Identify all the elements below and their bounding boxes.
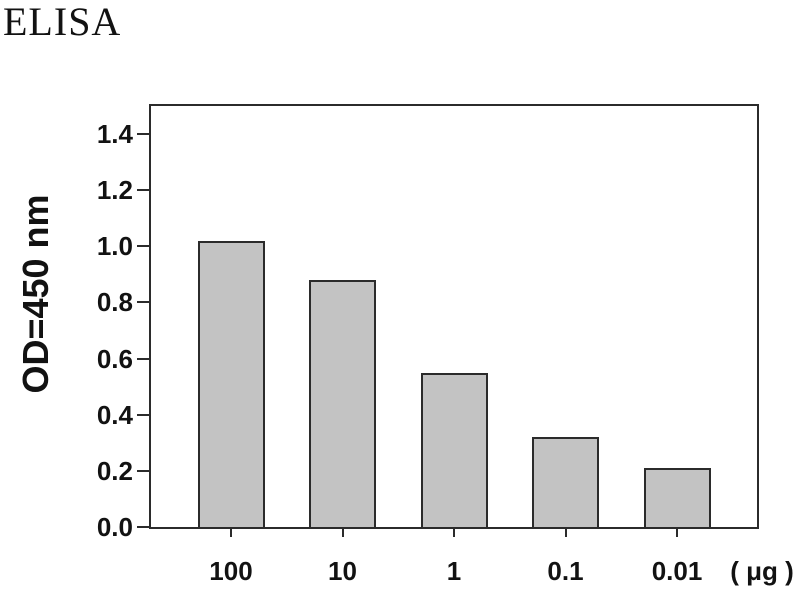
y-axis-title: OD=450 nm bbox=[15, 194, 56, 394]
y-tick-label: 1.2 bbox=[96, 175, 133, 206]
x-tick bbox=[230, 529, 232, 537]
bar-0.1 bbox=[532, 437, 599, 527]
bar-0.01 bbox=[643, 468, 711, 527]
y-tick bbox=[137, 469, 149, 472]
y-tick-label: 1.4 bbox=[96, 119, 133, 150]
bar-100 bbox=[197, 241, 265, 527]
x-tick-label: 10 bbox=[328, 556, 357, 586]
x-tick-label: 0.1 bbox=[547, 556, 584, 586]
plot-area bbox=[149, 104, 759, 529]
x-tick-label: 100 bbox=[209, 556, 253, 586]
y-tick bbox=[137, 301, 149, 304]
figure-title: ELISA bbox=[3, 0, 122, 44]
x-tick bbox=[676, 529, 678, 537]
y-tick bbox=[137, 357, 149, 360]
x-axis-unit-label: ( μg ) bbox=[730, 556, 794, 586]
x-tick bbox=[341, 529, 344, 537]
y-tick-label: 1.0 bbox=[96, 231, 133, 262]
y-tick bbox=[137, 133, 149, 136]
y-tick bbox=[137, 413, 149, 416]
bar-1 bbox=[420, 373, 488, 527]
y-tick-label: 0.4 bbox=[96, 399, 133, 430]
y-tick-label: 0.2 bbox=[96, 455, 133, 486]
y-tick bbox=[137, 189, 149, 192]
x-tick-label: 0.01 bbox=[651, 556, 703, 586]
y-tick bbox=[137, 526, 149, 528]
bar-10 bbox=[309, 280, 376, 527]
x-tick bbox=[564, 529, 567, 537]
x-tick-label: 1 bbox=[446, 556, 462, 586]
y-tick-label: 0.8 bbox=[96, 287, 133, 318]
x-tick bbox=[453, 529, 455, 537]
y-tick-label: 0.0 bbox=[96, 512, 133, 542]
y-tick bbox=[137, 245, 149, 248]
y-tick-label: 0.6 bbox=[96, 343, 133, 374]
